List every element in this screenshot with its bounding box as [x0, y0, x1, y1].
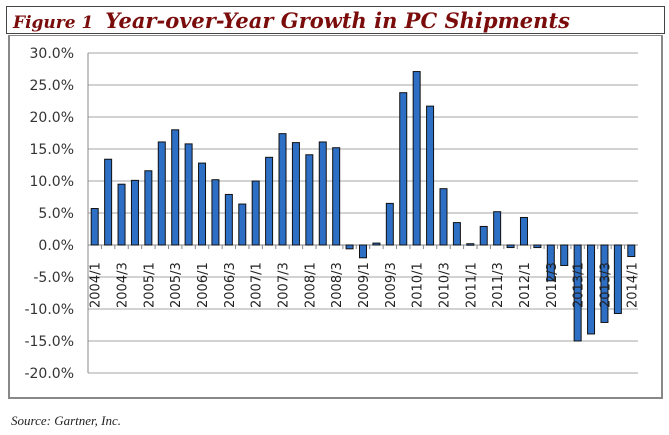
bar — [184, 143, 193, 246]
bar — [104, 158, 113, 246]
bar — [426, 105, 435, 246]
bar — [345, 244, 354, 250]
bar — [332, 147, 341, 246]
bar — [90, 208, 99, 246]
bar — [265, 156, 274, 246]
bar — [479, 225, 488, 246]
x-tick-label: 2013/1 — [572, 262, 587, 308]
x-tick-label: 2009/1 — [357, 262, 372, 308]
figure-number: Figure 1 — [13, 13, 94, 33]
x-tick-label: 2008/3 — [330, 262, 345, 308]
bar — [573, 244, 582, 342]
chart-title: Figure 1 Year-over-Year Growth in PC Ship… — [13, 8, 570, 33]
y-tick-label: 10.0% — [30, 174, 74, 190]
y-tick-label: -10.0% — [24, 302, 74, 318]
bar — [412, 71, 421, 246]
chart-frame — [8, 35, 663, 399]
bar — [224, 193, 233, 246]
bar — [466, 243, 475, 246]
x-tick-label: 2011/1 — [464, 262, 479, 308]
x-tick-label: 2006/1 — [196, 262, 211, 308]
x-tick-label: 2005/1 — [142, 262, 157, 308]
bar — [359, 244, 367, 259]
y-tick-label: 25.0% — [30, 78, 74, 94]
x-tick-label: 2007/1 — [250, 262, 265, 308]
bar — [493, 211, 502, 246]
title-text: Year-over-Year Growth in PC Shipments — [105, 8, 570, 33]
bar — [385, 202, 394, 246]
bar — [506, 244, 515, 249]
bar — [546, 244, 555, 282]
bar — [238, 203, 247, 246]
bar — [251, 180, 260, 246]
bar — [130, 179, 139, 246]
bar — [533, 244, 542, 249]
bar — [171, 129, 180, 246]
bar — [144, 170, 153, 246]
x-tick-label: 2014/1 — [625, 262, 640, 308]
bar — [291, 142, 300, 246]
bar — [211, 179, 220, 246]
bar — [117, 183, 126, 246]
y-tick-label: 5.0% — [38, 206, 74, 222]
bar — [600, 244, 609, 323]
x-tick-label: 2008/1 — [303, 262, 318, 308]
x-tick-label: 2004/1 — [89, 262, 104, 308]
bar — [439, 188, 448, 246]
bar — [587, 244, 596, 335]
bar — [305, 154, 314, 246]
x-tick-label: 2012/1 — [518, 262, 533, 308]
bar — [519, 216, 528, 246]
bar — [157, 141, 166, 246]
bar — [627, 244, 636, 258]
bar — [278, 133, 287, 246]
x-tick-label: 2005/3 — [169, 262, 184, 308]
bar — [560, 244, 569, 266]
y-tick-label: 0.0% — [38, 238, 74, 254]
figure-title-bar: Figure 1 Year-over-Year Growth in PC Ship… — [6, 6, 665, 34]
x-tick-label: 2009/3 — [384, 262, 399, 308]
y-tick-label: -5.0% — [33, 270, 74, 286]
y-tick-label: -15.0% — [24, 334, 74, 350]
x-tick-label: 2011/3 — [491, 262, 506, 308]
bar — [613, 244, 622, 314]
x-tick-label: 2010/1 — [411, 262, 426, 308]
bar — [198, 162, 207, 246]
y-tick-label: -20.0% — [24, 366, 74, 382]
y-tick-label: 15.0% — [30, 142, 74, 158]
x-tick-label: 2006/3 — [223, 262, 238, 308]
x-tick-label: 2004/3 — [116, 262, 131, 308]
bar — [318, 141, 327, 246]
x-tick-label: 2012/3 — [545, 262, 560, 308]
source-note: Source: Gartner, Inc. — [11, 413, 121, 428]
bar — [452, 222, 461, 246]
y-tick-label: 20.0% — [30, 110, 74, 126]
bar — [399, 92, 408, 246]
y-tick-label: 30.0% — [30, 46, 74, 62]
x-tick-label: 2010/3 — [437, 262, 452, 308]
x-tick-label: 2007/3 — [277, 262, 292, 308]
bar — [372, 242, 381, 246]
x-tick-label: 2013/3 — [598, 262, 613, 308]
